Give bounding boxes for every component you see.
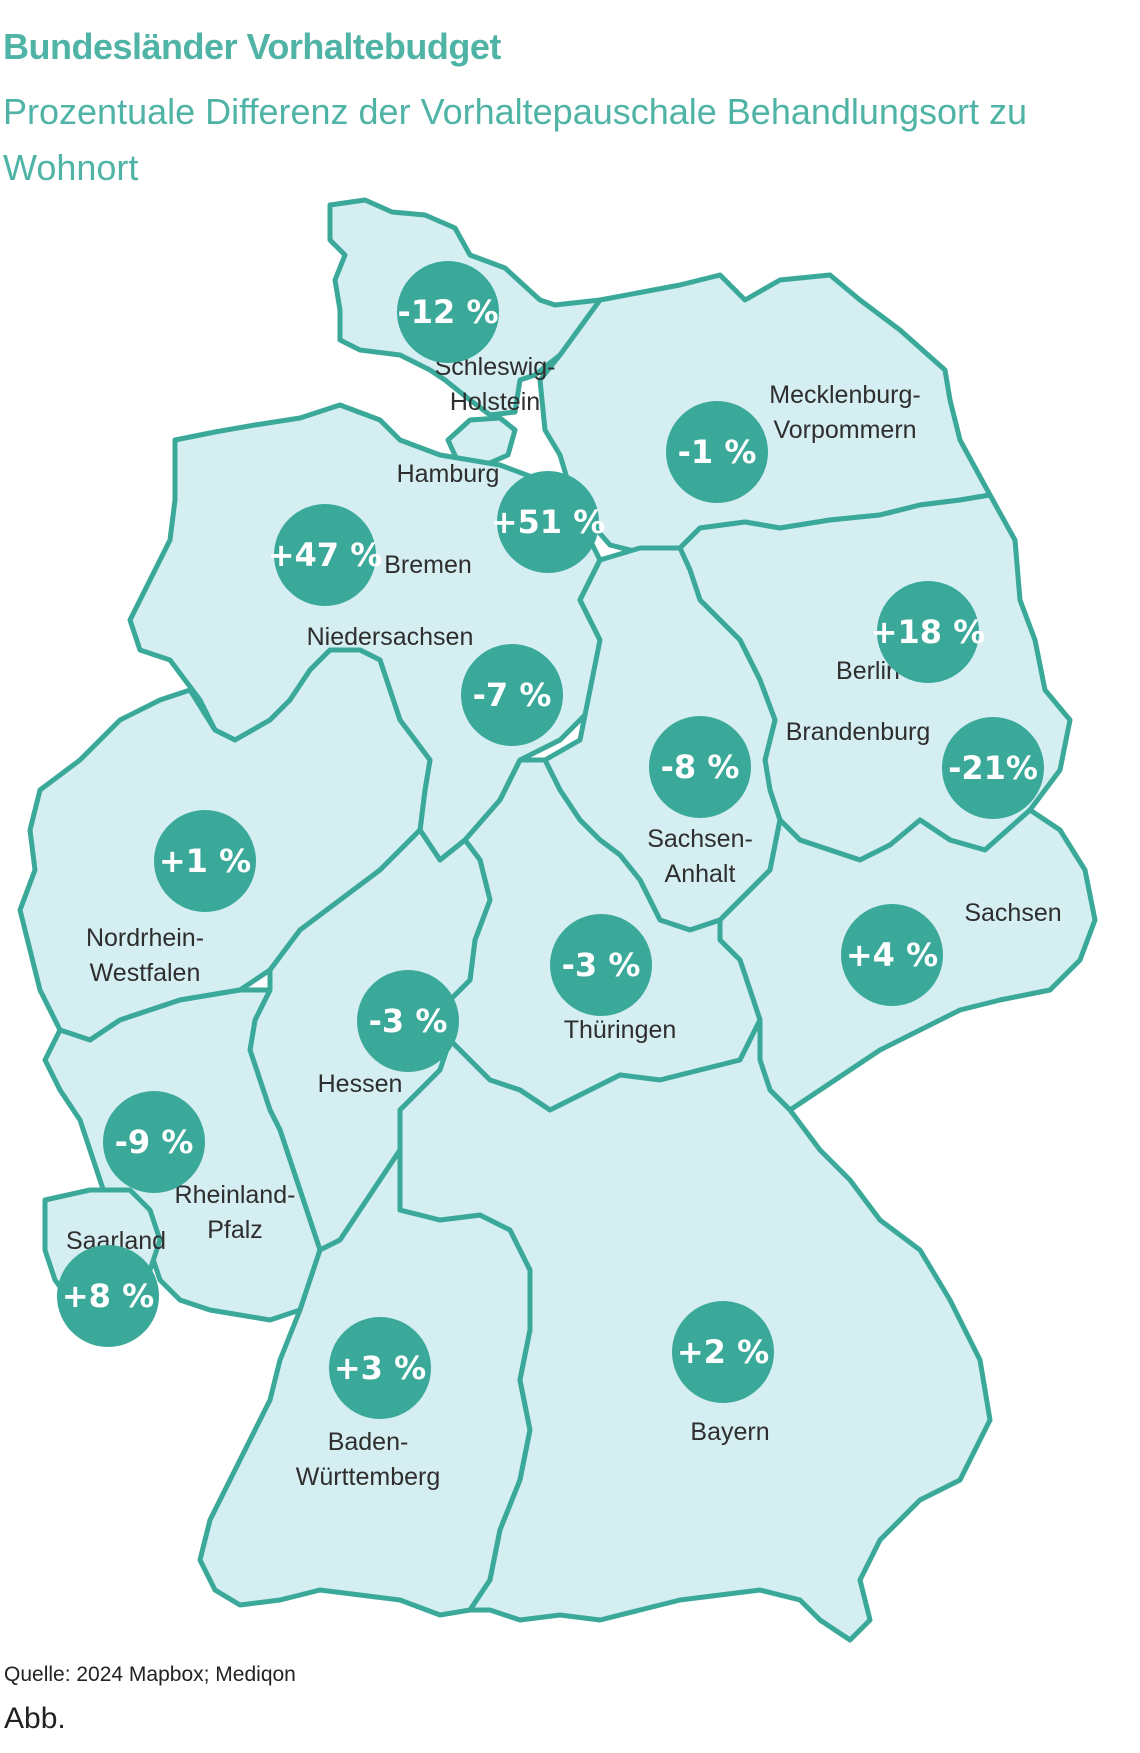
value-badge-sh: -12 % [397,261,499,363]
state-label-hh: Hamburg [397,460,500,488]
map-subtitle: Prozentuale Differenz der Vorhaltepausch… [3,91,1028,188]
value-text-hh: +51 % [491,503,606,541]
value-badge-he: -3 % [357,970,459,1072]
state-label-th: Thüringen [564,1016,677,1044]
value-badges: -12 % +51 % +47 % -1 % -7 % +18 % -21% -8 % +1 %… [57,261,1044,1419]
value-badge-hh: +51 % [491,471,606,573]
source-note: Quelle: 2024 Mapbox; Mediqon [4,1663,296,1686]
value-text-ni: -7 % [473,676,552,714]
state-label-bb: Brandenburg [786,718,931,746]
state-label-st: Sachsen-Anhalt [647,825,753,888]
value-badge-nw: +1 % [154,810,256,912]
state-label-ni: Niedersachsen [307,623,474,651]
value-text-mv: -1 % [678,433,757,471]
state-label-nw: Nordrhein-Westfalen [86,924,204,987]
value-text-sh: -12 % [397,293,498,331]
value-text-bb: -21% [948,749,1038,787]
value-text-bw: +3 % [334,1349,426,1387]
figure-caption: Abb. [4,1702,66,1735]
state-label-hb: Bremen [384,551,472,579]
value-text-he: -3 % [369,1002,448,1040]
state-areas [17,197,1098,1643]
value-badge-mv: -1 % [666,401,768,503]
value-text-sl: +8 % [62,1277,154,1315]
value-text-th: -3 % [562,946,641,984]
value-badge-sn: +4 % [841,904,943,1006]
value-badge-th: -3 % [550,914,652,1016]
value-badge-be: +18 % [871,581,986,683]
value-badge-ni: -7 % [461,644,563,746]
value-badge-rp: -9 % [103,1091,205,1193]
state-label-sn: Sachsen [964,899,1061,927]
value-text-st: -8 % [661,748,740,786]
value-text-rp: -9 % [115,1123,194,1161]
state-label-rp: Rheinland-Pfalz [175,1181,296,1244]
value-text-by: +2 % [677,1333,769,1371]
value-text-nw: +1 % [159,842,251,880]
value-text-hb: +47 % [268,536,383,574]
state-label-mv: Mecklenburg-Vorpommern [769,381,920,444]
value-badge-bw: +3 % [329,1317,431,1419]
value-badge-hb: +47 % [268,504,383,606]
state-labels: Schleswig-Holstein Hamburg Bremen Mecklenbu… [66,353,1062,1491]
state-label-sh: Schleswig-Holstein [435,353,556,416]
map-title: Bundesländer Vorhaltebudget [3,26,501,67]
value-text-be: +18 % [871,613,986,651]
value-badge-by: +2 % [672,1301,774,1403]
state-label-by: Bayern [690,1418,769,1446]
state-label-bw: Baden-Württemberg [296,1428,440,1491]
value-text-sn: +4 % [846,936,938,974]
value-badge-sl: +8 % [57,1245,159,1347]
value-badge-bb: -21% [942,717,1044,819]
state-label-he: Hessen [318,1070,403,1098]
value-badge-st: -8 % [649,716,751,818]
